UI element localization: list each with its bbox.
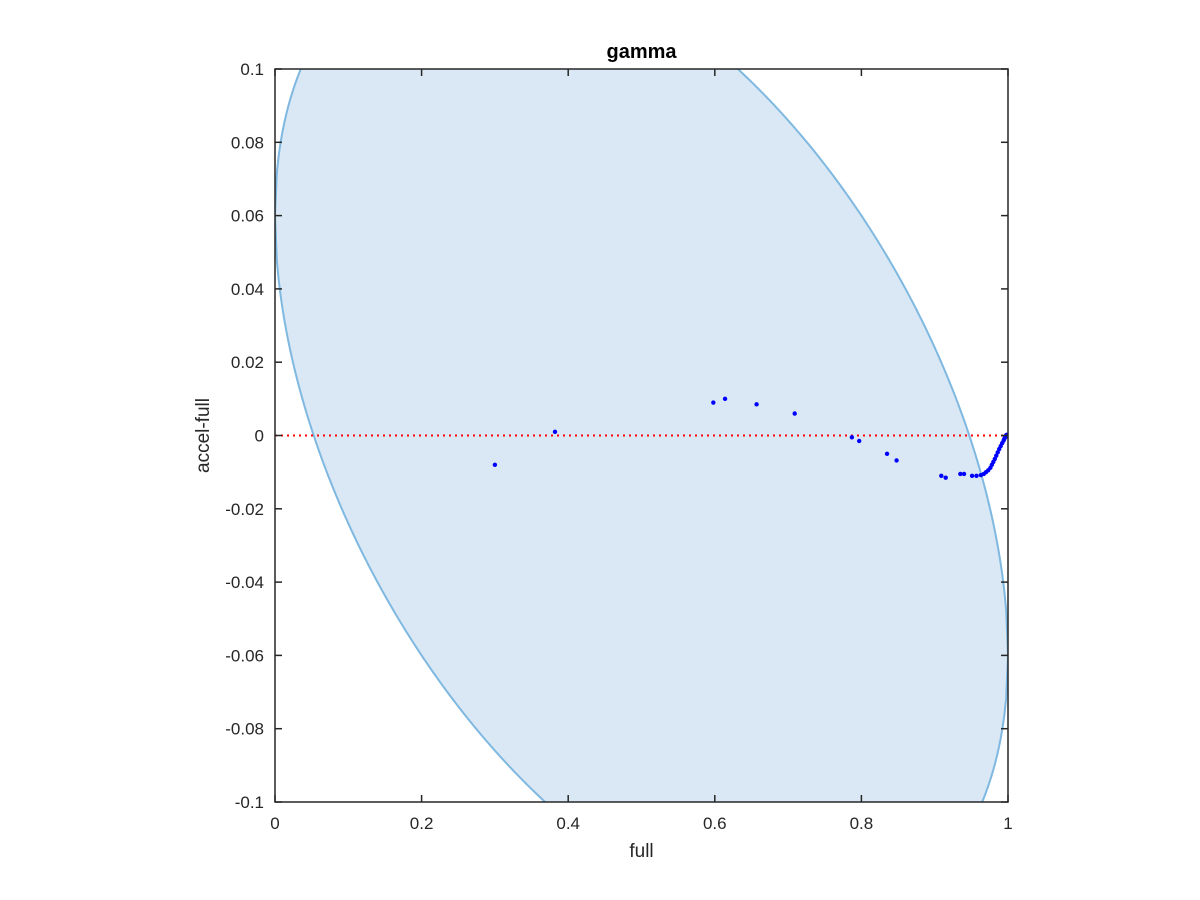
chart-title: gamma <box>606 41 677 63</box>
plot-area: 0 0.2 0.4 0.6 0.8 1 -0.1 -0.08 -0.06 -0.04 -0.02 0… <box>225 60 1012 833</box>
x-axis-label: full <box>629 841 653 862</box>
data-point <box>974 473 979 479</box>
data-point <box>492 462 498 468</box>
data-point <box>754 402 759 407</box>
y-tick-label: 0.08 <box>231 133 264 152</box>
data-point <box>884 451 890 457</box>
x-tick-label: 0.8 <box>850 814 874 833</box>
data-point <box>857 438 862 444</box>
data-point <box>552 429 558 435</box>
data-point <box>792 411 797 416</box>
x-tick-label: 0.6 <box>703 814 727 833</box>
y-axis-tick-labels: -0.1 -0.08 -0.06 -0.04 -0.02 0 0.02 0.04 0.06 0.0… <box>225 60 264 812</box>
data-point <box>969 473 975 479</box>
data-point <box>711 400 716 405</box>
data-point <box>995 450 1000 455</box>
y-tick-label: 0.04 <box>231 280 264 299</box>
y-tick-label: -0.1 <box>235 793 264 812</box>
data-point <box>722 396 728 402</box>
data-point <box>939 473 944 479</box>
data-points <box>492 396 1008 480</box>
y-tick-label: 0.06 <box>231 207 264 226</box>
y-tick-label: 0.1 <box>240 60 264 79</box>
confidence-band-lower-edge <box>275 215 1008 802</box>
y-tick-label: -0.08 <box>225 720 264 739</box>
confidence-band-upper-edge <box>275 69 1008 656</box>
data-point <box>992 456 998 462</box>
y-tick-label: 0.02 <box>231 353 264 372</box>
y-axis-label: accel-full <box>193 398 214 473</box>
data-point <box>849 435 855 440</box>
y-tick-label: -0.06 <box>225 646 264 665</box>
x-axis-tick-labels: 0 0.2 0.4 0.6 0.8 1 <box>270 814 1012 833</box>
x-tick-label: 0.2 <box>410 814 434 833</box>
data-point <box>894 458 899 463</box>
y-tick-label: -0.04 <box>225 573 264 592</box>
y-tick-label: 0 <box>255 427 264 446</box>
y-tick-label: -0.02 <box>225 500 264 519</box>
x-tick-label: 0 <box>270 814 279 833</box>
x-tick-label: 0.4 <box>556 814 580 833</box>
data-point <box>961 471 967 477</box>
data-point <box>958 471 963 477</box>
data-point <box>994 453 999 458</box>
data-point <box>943 475 948 480</box>
x-tick-label: 1 <box>1003 814 1012 833</box>
axis-ticks <box>274 68 1009 803</box>
